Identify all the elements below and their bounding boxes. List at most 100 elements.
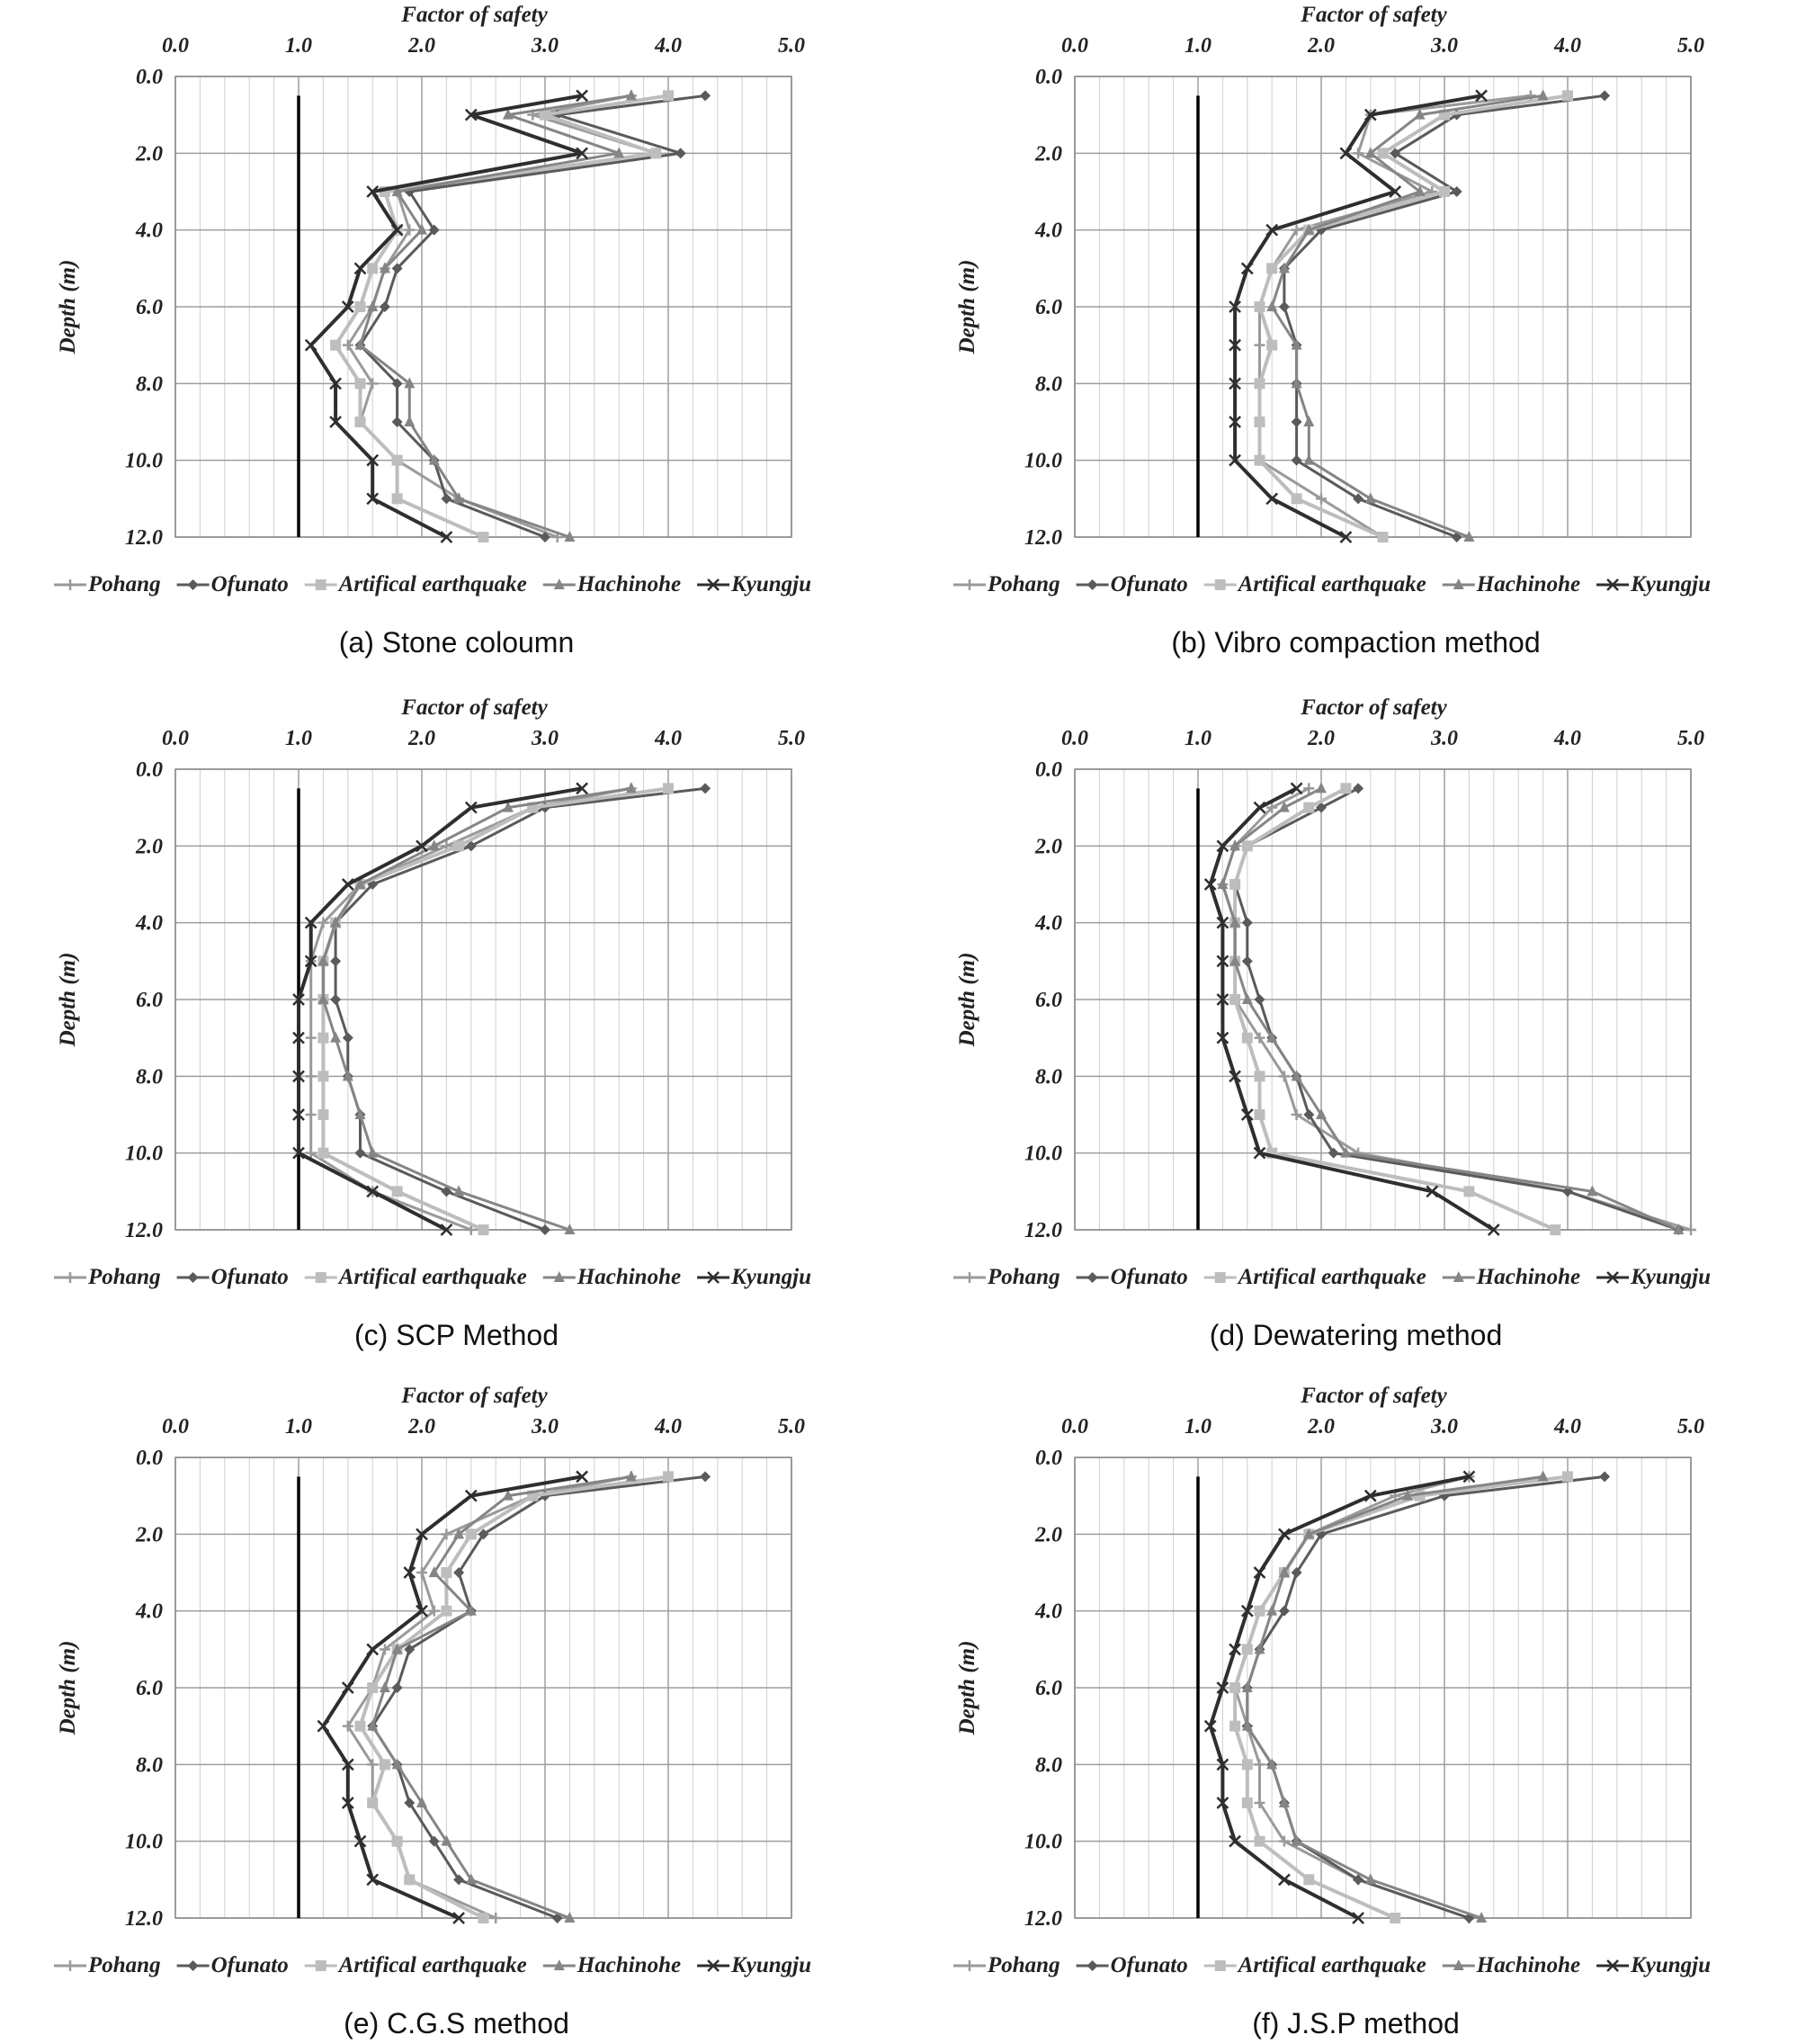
panel-caption: (b) Vibro compaction method: [1171, 626, 1540, 659]
data-point: [342, 339, 353, 351]
x-tick-label: 3.0: [1430, 1415, 1458, 1439]
data-point: [404, 224, 416, 236]
data-point: [391, 493, 403, 505]
y-tick-label: 10.0: [125, 1143, 163, 1166]
data-point: [367, 1719, 379, 1731]
data-point: [428, 1605, 440, 1617]
x-axis-title: Factor of safety: [400, 1384, 548, 1408]
data-point: [452, 1912, 465, 1924]
series-line: [1257, 94, 1569, 539]
data-point: [416, 223, 427, 235]
data-point: [1265, 223, 1279, 237]
data-point: [1316, 1108, 1327, 1119]
data-point: [1303, 1109, 1315, 1120]
data-point: [1476, 1912, 1488, 1923]
y-tick-label: 8.0: [136, 1753, 163, 1777]
data-point: [1439, 186, 1450, 197]
y-axis-title: Depth (m): [56, 953, 80, 1048]
data-point: [1216, 916, 1229, 929]
data-point: [1364, 1873, 1376, 1885]
data-point: [1426, 1185, 1439, 1198]
legend-item-ofunato: Ofunato: [176, 1265, 289, 1289]
data-point: [1364, 147, 1376, 158]
data-point: [1537, 1470, 1549, 1482]
x-tick-label: 1.0: [1185, 34, 1211, 58]
data-point: [428, 839, 440, 851]
legend-marker: [65, 1272, 76, 1283]
x-tick-label: 3.0: [531, 727, 559, 750]
series-line: [1208, 1475, 1470, 1920]
data-point: [1278, 1528, 1291, 1541]
data-point: [1439, 109, 1450, 121]
x-tick-label: 3.0: [531, 1415, 559, 1439]
data-point: [317, 1147, 329, 1159]
data-point: [1203, 1719, 1217, 1733]
y-tick-label: 12.0: [125, 1907, 163, 1931]
x-tick-label: 4.0: [654, 727, 682, 750]
data-point: [1229, 1834, 1241, 1848]
panel-caption: (f) J.S.P method: [1252, 2007, 1460, 2040]
data-point: [391, 1758, 403, 1770]
data-point: [465, 1873, 477, 1885]
data-point: [317, 1109, 329, 1120]
data-point: [1241, 1759, 1253, 1771]
data-point: [453, 1567, 465, 1578]
x-tick-label: 4.0: [654, 34, 682, 58]
data-point: [1266, 300, 1278, 311]
data-point: [1229, 377, 1241, 390]
data-point: [367, 300, 379, 311]
data-point: [379, 1681, 390, 1692]
data-point: [367, 1146, 379, 1158]
data-point: [453, 492, 465, 504]
data-point: [1377, 532, 1389, 542]
data-point: [464, 1489, 478, 1502]
data-point: [502, 108, 514, 120]
data-point: [416, 1528, 428, 1541]
y-tick-label: 8.0: [136, 372, 163, 396]
data-point: [1216, 993, 1229, 1006]
legend-label: Kyungju: [730, 1265, 811, 1289]
legend-item-artifical-earthquake: Artifical earthquake: [304, 1265, 527, 1289]
x-tick-label: 0.0: [162, 34, 189, 58]
y-tick-label: 0.0: [136, 1447, 163, 1470]
data-point: [329, 377, 342, 390]
legend-item-hachinohe: Hachinohe: [1442, 572, 1580, 596]
y-tick-label: 8.0: [1035, 1753, 1062, 1777]
data-point: [540, 532, 550, 542]
data-point: [1216, 1797, 1229, 1809]
data-point: [625, 1470, 637, 1482]
series-hachinohe: [354, 89, 637, 542]
data-point: [1254, 1759, 1265, 1771]
data-point: [1254, 1605, 1265, 1617]
series-line: [358, 1475, 669, 1920]
data-point: [540, 1224, 550, 1235]
data-point: [1673, 1224, 1685, 1234]
y-tick-label: 8.0: [136, 1065, 163, 1089]
data-point: [391, 1643, 403, 1654]
series-kyungju: [1203, 1470, 1476, 1924]
data-point: [404, 377, 416, 389]
data-point: [1240, 1604, 1254, 1618]
data-point: [1253, 1566, 1266, 1579]
data-point: [428, 224, 440, 236]
data-point: [305, 1109, 317, 1120]
y-tick-label: 0.0: [1035, 66, 1062, 89]
data-point: [441, 1605, 452, 1617]
legend-marker: [1606, 1959, 1619, 1972]
data-point: [1216, 1758, 1229, 1771]
data-point: [1241, 993, 1253, 1004]
data-point: [354, 417, 366, 427]
data-point: [1414, 185, 1426, 196]
legend-label: Artifical earthquake: [337, 1265, 527, 1289]
data-point: [625, 89, 637, 101]
data-point: [1241, 1797, 1253, 1808]
data-point: [1229, 994, 1241, 1005]
legend-label: Artifical earthquake: [1237, 1953, 1426, 1977]
data-point: [625, 782, 637, 793]
series-kyungju: [1203, 782, 1500, 1236]
legend-label: Pohang: [87, 1953, 161, 1977]
y-tick-label: 8.0: [1035, 372, 1062, 396]
data-point: [330, 994, 342, 1005]
chart-panel-d: Factor of safety 0.0 1.0 2.0 3.0 4.0 5.0 0.0 2.0…: [953, 695, 1711, 1351]
legend: Pohang Ofunato Artifical earthquake Hachino…: [54, 1265, 811, 1289]
